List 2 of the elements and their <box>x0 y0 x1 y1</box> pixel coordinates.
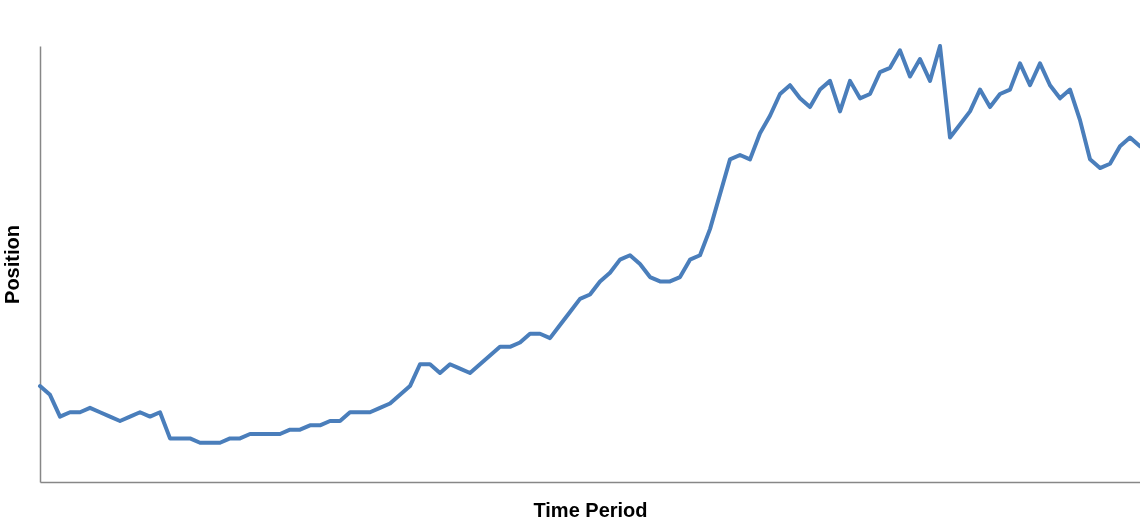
x-axis-title: Time Period <box>533 498 648 521</box>
y-axis-title: Position <box>0 225 23 304</box>
